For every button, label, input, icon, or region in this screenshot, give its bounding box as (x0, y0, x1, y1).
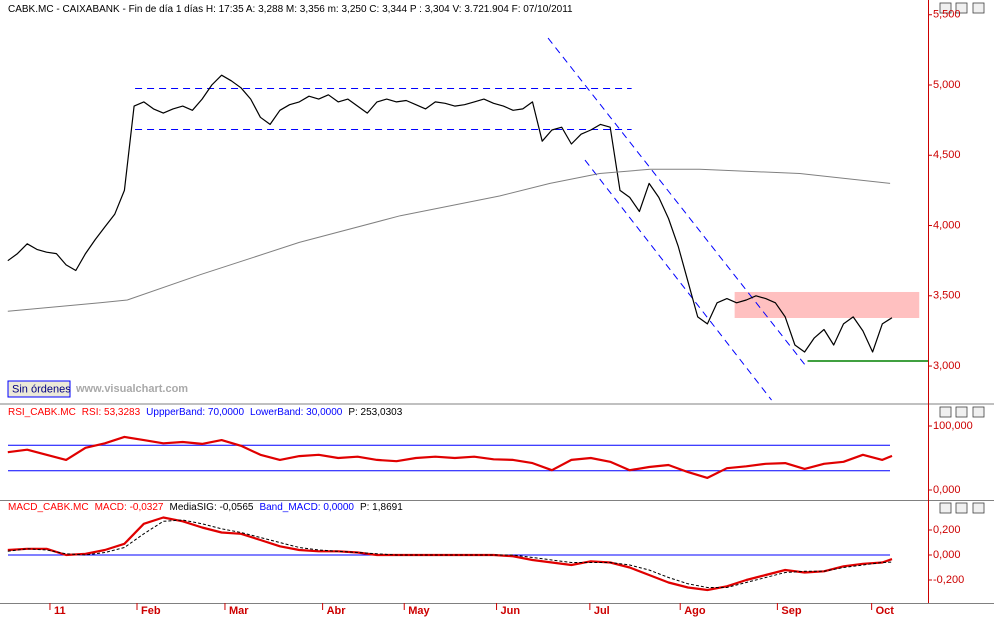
header-item: CABK.MC - CAIXABANK - Fin de día 1 días … (8, 4, 573, 15)
orders-button[interactable]: Sin órdenes (7, 380, 71, 398)
y-tick-label: 5,000 (933, 79, 961, 91)
minimize-button[interactable] (939, 2, 952, 14)
y-tick-label: 0,000 (933, 484, 961, 496)
header-item: P: 1,8691 (360, 502, 403, 513)
zone-box (734, 291, 920, 318)
window-buttons[interactable] (939, 2, 985, 514)
x-tick-label: Ago (684, 605, 706, 617)
header-item: LowerBand: 30,0000 (250, 407, 343, 418)
close-button[interactable] (972, 2, 985, 14)
minimize-button[interactable] (939, 406, 952, 418)
close-button[interactable] (972, 502, 985, 514)
y-tick-label: 5,500 (933, 9, 961, 21)
series-line (7, 74, 893, 353)
orders-button-label[interactable]: Sin órdenes (12, 383, 71, 395)
x-tick-label: May (408, 605, 430, 617)
close-button[interactable] (972, 406, 985, 418)
header-item: MACD_CABK.MC (8, 502, 89, 513)
x-tick-label: Jul (594, 605, 610, 617)
panel-header: RSI_CABK.MC RSI: 53,3283 UppperBand: 70,00… (8, 407, 403, 418)
x-tick-label: Jun (501, 605, 521, 617)
y-tick-label: 3,000 (933, 360, 961, 372)
x-tick-label: 11 (54, 605, 66, 617)
y-tick-label: 100,000 (933, 420, 973, 432)
y-tick-label: 3,500 (933, 290, 961, 302)
minimize-button[interactable] (939, 502, 952, 514)
header-item: UppperBand: 70,0000 (146, 407, 244, 418)
y-tick-label: 4,000 (933, 219, 961, 231)
panel-header: MACD_CABK.MC MACD: -0,0327 MediaSIG: -0,05… (8, 502, 403, 513)
maximize-button[interactable] (955, 502, 968, 514)
x-tick-label: Mar (229, 605, 249, 617)
series-line (7, 435, 893, 479)
header-item: RSI_CABK.MC (8, 407, 76, 418)
trend-line (547, 37, 808, 369)
series-line (7, 519, 893, 588)
x-tick-label: Oct (876, 605, 895, 617)
trend-line (584, 159, 772, 401)
x-tick-label: Abr (327, 605, 347, 617)
watermark: www.visualchart.com (75, 383, 188, 395)
y-tick-label: 4,500 (933, 149, 961, 161)
x-tick-label: Feb (141, 605, 161, 617)
header-item: RSI: 53,3283 (82, 407, 141, 418)
header-item: MediaSIG: -0,0565 (170, 502, 254, 513)
header-item: P: 253,0303 (348, 407, 402, 418)
x-tick-label: Sep (781, 605, 801, 617)
header-item: Band_MACD: 0,0000 (259, 502, 354, 513)
maximize-button[interactable] (955, 406, 968, 418)
header-item: MACD: -0,0327 (95, 502, 164, 513)
maximize-button[interactable] (955, 2, 968, 14)
y-tick-label: 0,000 (933, 549, 961, 561)
y-tick-label: 0,200 (933, 524, 961, 536)
y-tick-label: -0,200 (933, 574, 964, 586)
series-line (7, 168, 891, 312)
orders-button-box[interactable] (7, 380, 71, 398)
panel-header: CABK.MC - CAIXABANK - Fin de día 1 días … (8, 4, 573, 15)
